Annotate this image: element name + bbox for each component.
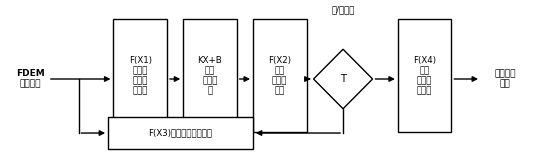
Text: F(X3)单阀流量修正函数: F(X3)单阀流量修正函数 xyxy=(148,128,213,137)
Bar xyxy=(108,117,253,149)
Text: FDEM
流量指令: FDEM 流量指令 xyxy=(16,69,45,89)
Text: F(X1)
顺序阀
背压修
正函数: F(X1) 顺序阀 背压修 正函数 xyxy=(129,56,152,95)
Text: 单/顺切换: 单/顺切换 xyxy=(331,6,355,15)
Bar xyxy=(253,19,307,132)
Bar xyxy=(398,19,451,132)
Text: KX+B
流量
分配函
数: KX+B 流量 分配函 数 xyxy=(197,56,222,95)
Text: F(X2)
阀门
重叠度
函数: F(X2) 阀门 重叠度 函数 xyxy=(268,56,291,95)
Text: T: T xyxy=(340,74,346,84)
Polygon shape xyxy=(314,49,373,109)
Bar xyxy=(114,19,167,132)
Text: F(X4)
调门
流量开
度函数: F(X4) 调门 流量开 度函数 xyxy=(413,56,436,95)
Text: 调门开度
指令: 调门开度 指令 xyxy=(494,69,516,89)
Bar xyxy=(183,19,237,132)
